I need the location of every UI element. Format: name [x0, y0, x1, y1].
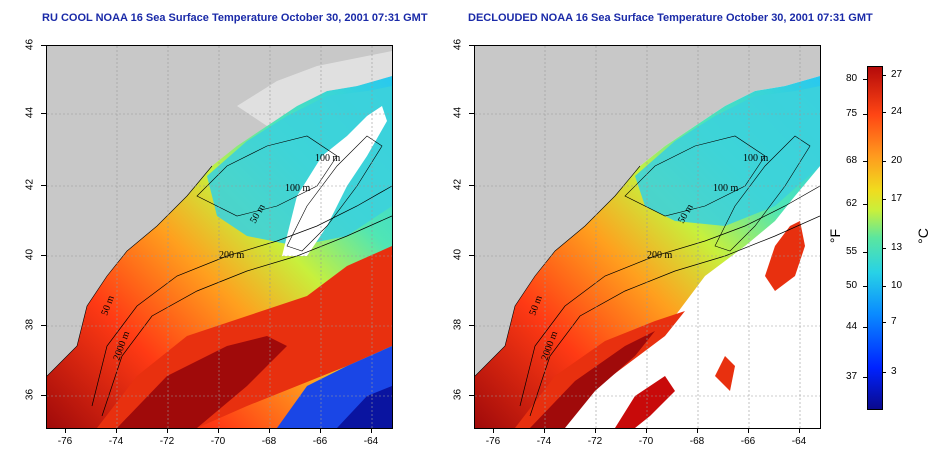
- lat-tick-mark: [41, 185, 46, 186]
- celsius-unit-label: °C: [914, 228, 931, 244]
- lat-tick-label: 42: [452, 178, 464, 191]
- celsius-tick-mark: [882, 248, 886, 249]
- sst-map-declouded: 100 m 100 m 50 m 200 m 50 m 2000 m: [474, 45, 821, 429]
- lon-tick-label: -76: [57, 436, 73, 447]
- lon-tick-mark: [167, 428, 168, 433]
- celsius-tick-label: 7: [891, 316, 897, 327]
- lat-tick-label: 42: [24, 178, 36, 191]
- fahrenheit-tick-mark: [863, 161, 867, 162]
- contour-label: 100 m: [285, 183, 311, 194]
- lat-tick-label: 38: [452, 318, 464, 331]
- lon-tick-label: -74: [536, 436, 552, 447]
- fahrenheit-tick-label: 75: [846, 108, 858, 119]
- map-title-right: DECLOUDED NOAA 16 Sea Surface Temperatur…: [468, 12, 873, 24]
- lon-tick-label: -72: [159, 436, 175, 447]
- fahrenheit-tick-label: 37: [846, 371, 858, 382]
- celsius-tick-mark: [882, 161, 886, 162]
- contour-label: 100 m: [315, 153, 341, 164]
- celsius-tick-label: 20: [891, 155, 903, 166]
- lon-tick-label: -64: [791, 436, 807, 447]
- celsius-tick-mark: [882, 322, 886, 323]
- lon-tick-label: -76: [485, 436, 501, 447]
- celsius-tick-mark: [882, 199, 886, 200]
- lon-tick-mark: [371, 428, 372, 433]
- lat-tick-mark: [41, 395, 46, 396]
- celsius-tick-label: 27: [891, 69, 903, 80]
- celsius-tick-label: 10: [891, 280, 903, 291]
- lat-tick-mark: [41, 325, 46, 326]
- celsius-tick-label: 17: [891, 193, 903, 204]
- lat-tick-mark: [469, 255, 474, 256]
- lat-tick-mark: [469, 45, 474, 46]
- lat-tick-mark: [469, 395, 474, 396]
- celsius-tick-label: 24: [891, 106, 903, 117]
- lat-tick-label: 36: [24, 388, 36, 401]
- fahrenheit-unit-label: °F: [827, 228, 844, 244]
- contour-label: 200 m: [219, 250, 245, 261]
- lat-tick-label: 44: [452, 106, 464, 119]
- lon-tick-mark: [595, 428, 596, 433]
- celsius-tick-label: 3: [891, 366, 897, 377]
- lon-tick-label: -70: [210, 436, 226, 447]
- fahrenheit-tick-mark: [863, 252, 867, 253]
- lon-tick-mark: [544, 428, 545, 433]
- lon-tick-label: -72: [587, 436, 603, 447]
- contour-label: 100 m: [743, 153, 769, 164]
- lat-tick-label: 38: [24, 318, 36, 331]
- lon-tick-mark: [646, 428, 647, 433]
- lat-tick-mark: [41, 255, 46, 256]
- lon-tick-label: -64: [363, 436, 379, 447]
- map-title-left: RU COOL NOAA 16 Sea Surface Temperature …: [42, 12, 428, 24]
- temperature-colorbar: [867, 66, 883, 410]
- lon-tick-mark: [748, 428, 749, 433]
- sst-field-declouded: 100 m 100 m 50 m 200 m 50 m 2000 m: [475, 46, 820, 428]
- fahrenheit-tick-label: 62: [846, 198, 858, 209]
- fahrenheit-tick-mark: [863, 327, 867, 328]
- fahrenheit-tick-mark: [863, 204, 867, 205]
- lat-tick-mark: [469, 113, 474, 114]
- sst-map-raw: 100 m 100 m 50 m 200 m 50 m 2000 m: [46, 45, 393, 429]
- lat-tick-label: 40: [24, 248, 36, 261]
- lon-tick-mark: [65, 428, 66, 433]
- fahrenheit-tick-mark: [863, 79, 867, 80]
- lon-tick-mark: [218, 428, 219, 433]
- lat-tick-label: 44: [24, 106, 36, 119]
- lat-tick-mark: [41, 113, 46, 114]
- fahrenheit-tick-mark: [863, 286, 867, 287]
- lon-tick-label: -68: [689, 436, 705, 447]
- lon-tick-label: -70: [638, 436, 654, 447]
- lat-tick-label: 46: [452, 38, 464, 51]
- celsius-tick-label: 13: [891, 242, 903, 253]
- fahrenheit-tick-mark: [863, 114, 867, 115]
- fahrenheit-tick-label: 80: [846, 73, 858, 84]
- lon-tick-label: -66: [740, 436, 756, 447]
- fahrenheit-tick-mark: [863, 377, 867, 378]
- lon-tick-label: -74: [108, 436, 124, 447]
- celsius-tick-mark: [882, 112, 886, 113]
- celsius-tick-mark: [882, 286, 886, 287]
- lon-tick-mark: [269, 428, 270, 433]
- lat-tick-label: 36: [452, 388, 464, 401]
- lon-tick-mark: [799, 428, 800, 433]
- fahrenheit-tick-label: 50: [846, 280, 858, 291]
- lat-tick-label: 46: [24, 38, 36, 51]
- fahrenheit-tick-label: 55: [846, 246, 858, 257]
- lon-tick-mark: [116, 428, 117, 433]
- lon-tick-mark: [493, 428, 494, 433]
- lat-tick-mark: [469, 325, 474, 326]
- celsius-tick-mark: [882, 372, 886, 373]
- sst-field-raw: 100 m 100 m 50 m 200 m 50 m 2000 m: [47, 46, 392, 428]
- contour-label: 100 m: [713, 183, 739, 194]
- fahrenheit-tick-label: 44: [846, 321, 858, 332]
- lon-tick-mark: [320, 428, 321, 433]
- lon-tick-label: -66: [312, 436, 328, 447]
- contour-label: 200 m: [647, 250, 673, 261]
- lat-tick-label: 40: [452, 248, 464, 261]
- lon-tick-mark: [697, 428, 698, 433]
- lon-tick-label: -68: [261, 436, 277, 447]
- fahrenheit-tick-label: 68: [846, 155, 858, 166]
- lat-tick-mark: [469, 185, 474, 186]
- celsius-tick-mark: [882, 75, 886, 76]
- lat-tick-mark: [41, 45, 46, 46]
